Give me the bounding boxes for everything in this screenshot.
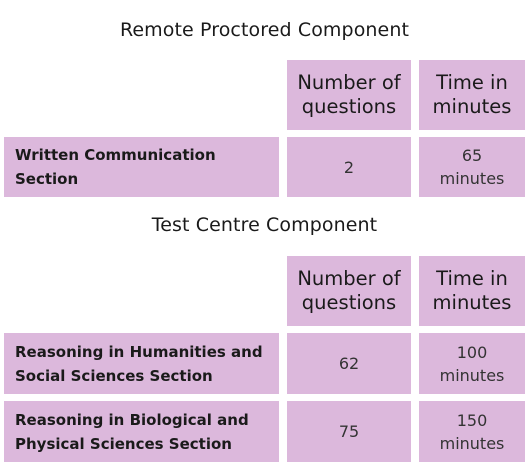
time-unit: minutes xyxy=(439,169,505,188)
questions-value: 62 xyxy=(338,354,360,373)
centre-header-time: Time in minutes xyxy=(419,256,525,326)
label-line: Section xyxy=(15,170,79,188)
remote-section-title: Remote Proctored Component xyxy=(119,19,410,41)
time-value: 150 minutes xyxy=(419,401,525,462)
label-line: Reasoning in Biological and xyxy=(15,410,249,429)
row-label: Written Communication Section xyxy=(4,137,279,197)
time-unit: minutes xyxy=(439,365,505,385)
row-label: Reasoning in Humanities and Social Scien… xyxy=(4,333,279,394)
centre-header-questions: Number of questions xyxy=(287,256,411,326)
header-line: Time in xyxy=(436,71,508,94)
label-line: Social Sciences Section xyxy=(15,366,213,385)
header-line: minutes xyxy=(432,291,512,314)
time-number: 150 xyxy=(456,410,488,430)
header-line: questions xyxy=(301,291,397,314)
header-line: minutes xyxy=(432,95,512,118)
centre-section-title: Test Centre Component xyxy=(151,214,378,236)
time-value: 65 minutes xyxy=(419,137,525,197)
remote-header-questions: Number of questions xyxy=(287,60,411,130)
row-label: Reasoning in Biological and Physical Sci… xyxy=(4,401,279,462)
label-line: Reasoning in Humanities and xyxy=(15,342,263,361)
header-line: Number of xyxy=(297,267,401,290)
remote-header-time: Time in minutes xyxy=(419,60,525,130)
questions-count: 2 xyxy=(287,137,411,197)
time-value: 100 minutes xyxy=(419,333,525,394)
questions-count: 75 xyxy=(287,401,411,462)
label-line: Physical Sciences Section xyxy=(15,434,232,453)
questions-value: 2 xyxy=(343,157,355,177)
questions-count: 62 xyxy=(287,333,411,394)
time-unit: minutes xyxy=(439,433,505,453)
time-number: 100 xyxy=(456,342,488,362)
questions-value: 75 xyxy=(338,422,360,441)
header-line: Time in xyxy=(436,267,508,290)
time-number: 65 xyxy=(461,146,483,165)
header-line: questions xyxy=(301,95,397,118)
label-line: Written Communication xyxy=(15,146,216,164)
header-line: Number of xyxy=(297,71,401,94)
